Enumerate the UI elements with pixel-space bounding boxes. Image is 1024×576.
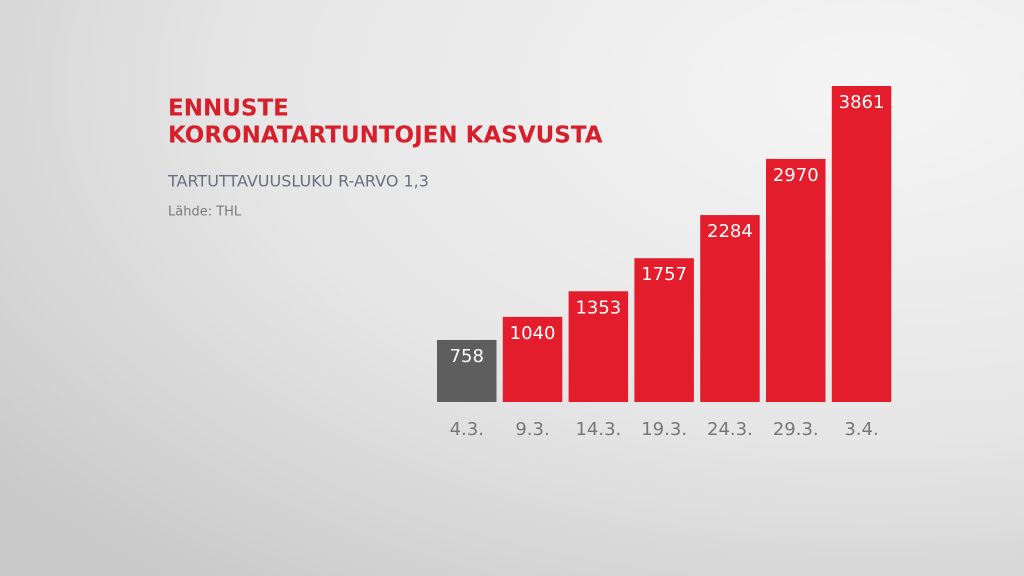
x-tick-label: 19.3. (641, 419, 687, 440)
x-tick-label: 29.3. (773, 419, 819, 440)
bar (437, 339, 497, 402)
bar (502, 316, 563, 402)
value-label: 3861 (839, 92, 885, 113)
x-tick-label: 3.4. (844, 419, 878, 440)
bar (568, 291, 629, 402)
bar (634, 258, 694, 402)
x-tick-label: 9.3. (515, 419, 549, 440)
x-tick-label: 14.3. (575, 419, 621, 440)
bar (831, 86, 892, 402)
bar (766, 158, 826, 402)
x-tick-label: 4.3. (450, 419, 484, 440)
value-label: 758 (450, 346, 484, 367)
value-label: 1757 (641, 264, 687, 285)
value-label: 2284 (707, 221, 753, 242)
chart-title: ENNUSTE (168, 96, 289, 122)
bar (700, 215, 760, 402)
chart-title: KORONATARTUNTOJEN KASVUSTA (168, 123, 603, 149)
source: Lähde: THL (168, 205, 242, 220)
value-label: 1040 (510, 323, 556, 344)
chart-subtitle: TARTUTTAVUUSLUKU R-ARVO 1,3 (167, 172, 429, 191)
value-label: 2970 (773, 165, 819, 186)
value-label: 1353 (575, 297, 621, 318)
x-tick-label: 24.3. (707, 419, 753, 440)
